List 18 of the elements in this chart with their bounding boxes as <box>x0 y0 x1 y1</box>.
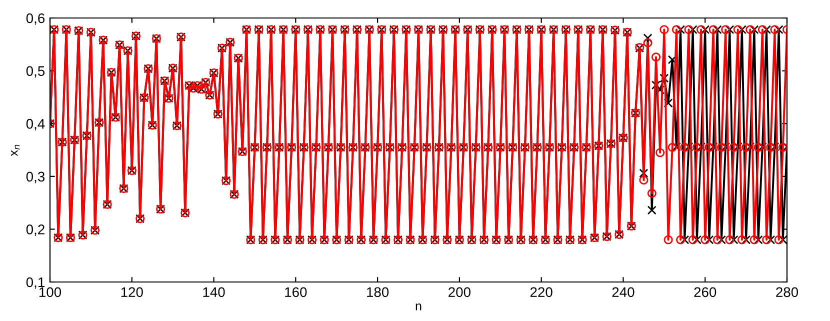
x-tick-label: 100 <box>39 287 62 298</box>
x-tick-label: 120 <box>121 287 143 298</box>
x-tick-label: 200 <box>448 287 470 298</box>
x-axis-title: n <box>416 304 422 310</box>
y-tick-label: 0,4 <box>26 118 45 130</box>
x-tick-label: 260 <box>694 287 716 298</box>
y-tick-label: 0,2 <box>26 224 44 236</box>
x-tick-label: 220 <box>530 287 552 298</box>
y-tick-label: 0,6 <box>26 13 45 25</box>
y-axis-title: x$_{n}$ <box>11 144 20 156</box>
x-tick-label: 140 <box>203 287 225 298</box>
x-tick-label: 280 <box>776 287 798 298</box>
x-tick-label: 180 <box>367 287 389 298</box>
x-tick-label: 240 <box>612 287 634 298</box>
x-tick-label: 160 <box>285 287 307 298</box>
y-tick-label: 0,1 <box>26 277 44 289</box>
y-tick-label: 0,3 <box>26 172 45 184</box>
y-tick-label: 0,5 <box>26 66 45 78</box>
